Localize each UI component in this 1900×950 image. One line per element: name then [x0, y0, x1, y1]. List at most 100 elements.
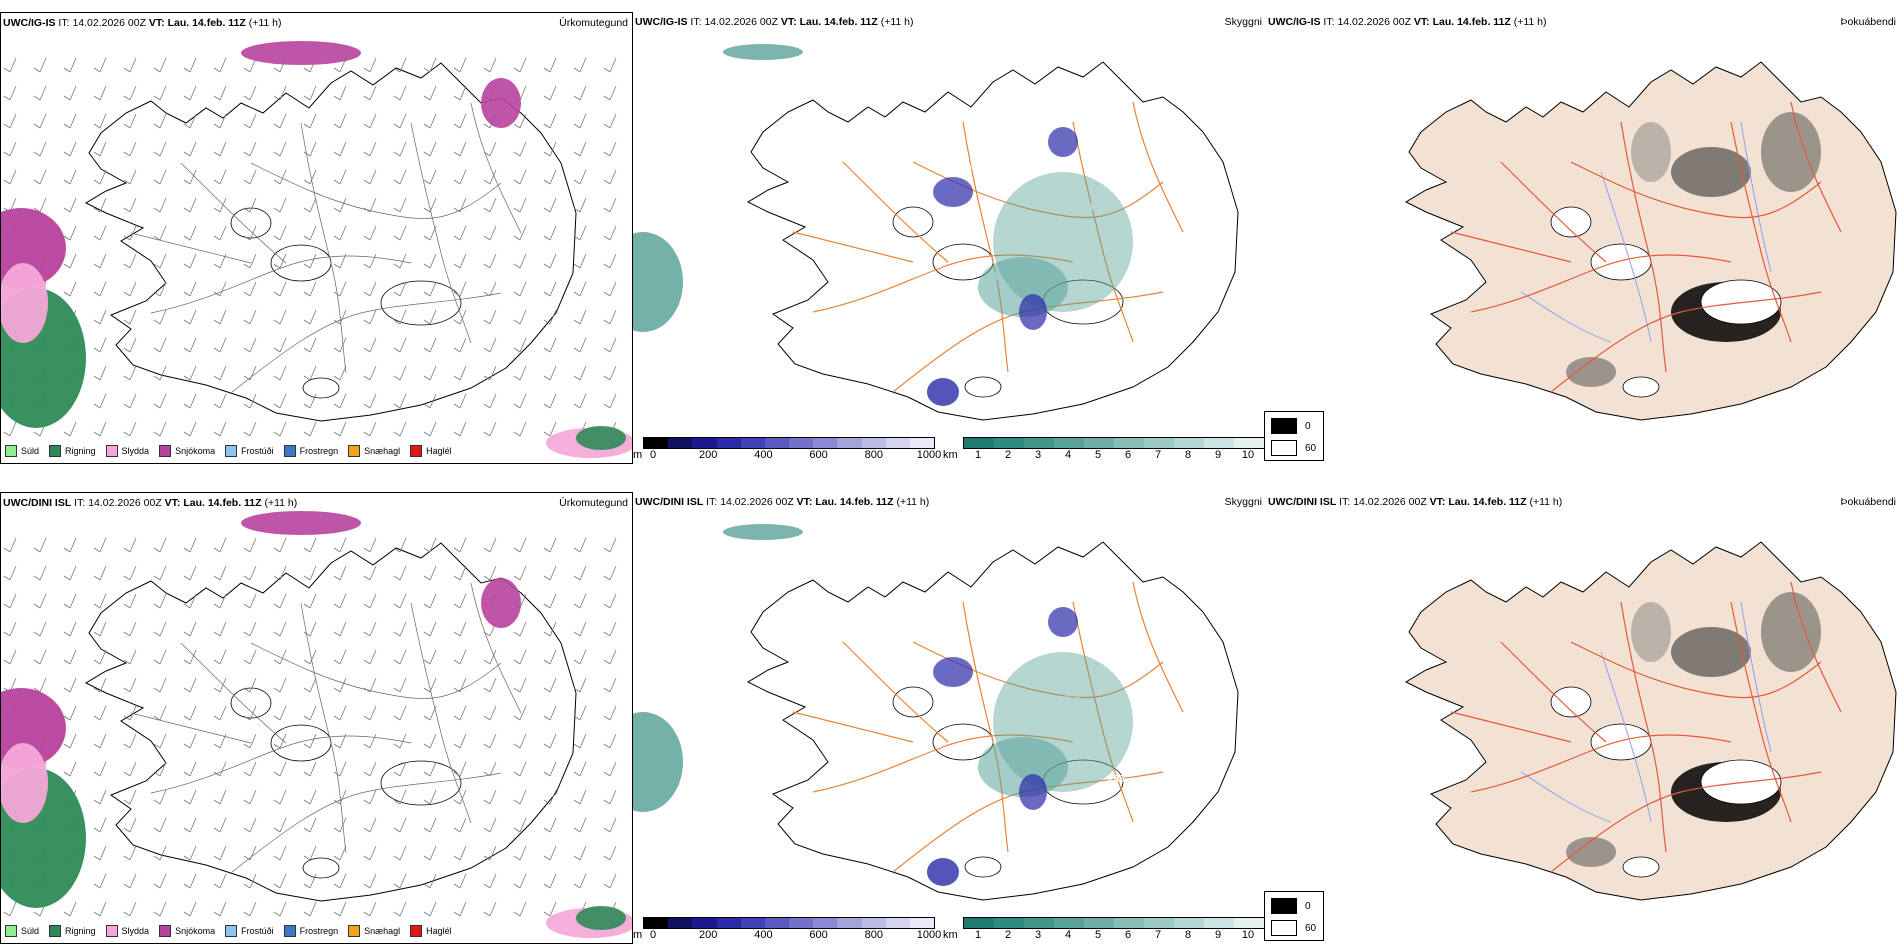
- colorbar-tick: 200: [699, 449, 718, 461]
- wind-barb-tick: [273, 575, 281, 581]
- wind-barb-tick: [543, 687, 551, 693]
- wind-barb-tick: [303, 179, 311, 185]
- iceland-landmass: [746, 541, 1239, 901]
- wind-barb: [249, 901, 257, 917]
- wind-barb: [279, 845, 287, 861]
- wind-barb: [249, 565, 257, 581]
- wind-barb: [429, 733, 437, 749]
- wind-barb: [9, 141, 17, 157]
- glacier: [1590, 723, 1652, 761]
- wind-barb: [219, 621, 227, 637]
- wind-barb-tick: [603, 291, 611, 297]
- wind-barb-tick: [423, 827, 431, 833]
- colorbar-tick: 9: [1214, 449, 1222, 461]
- wind-barb: [339, 253, 347, 269]
- wind-barb-tick: [3, 603, 11, 609]
- wind-barb: [549, 789, 557, 805]
- wind-barb-tick: [243, 799, 251, 805]
- wind-barb: [159, 621, 167, 637]
- wind-barb-tick: [513, 319, 521, 325]
- wind-barb-tick: [393, 67, 401, 73]
- wind-barb: [369, 901, 377, 917]
- wind-barb: [39, 593, 47, 609]
- wind-barb: [429, 901, 437, 917]
- wind-barb-tick: [33, 95, 41, 101]
- wind-barb-tick: [213, 547, 221, 553]
- wind-barb: [39, 621, 47, 637]
- wind-barb-tick: [333, 67, 341, 73]
- colorbar-segment: [644, 918, 669, 928]
- glacier: [1622, 856, 1660, 878]
- wind-barb-tick: [543, 403, 551, 409]
- colorbar-tick: 200: [699, 929, 718, 941]
- wind-barb: [459, 733, 467, 749]
- road: [1550, 291, 1822, 393]
- wind-barb: [189, 593, 197, 609]
- wind-barb: [399, 621, 407, 637]
- wind-barb-tick: [33, 575, 41, 581]
- iceland-fog-map[interactable]: [1266, 12, 1900, 464]
- wind-barb: [189, 169, 197, 185]
- wind-barb-tick: [453, 151, 461, 157]
- wind-barb-tick: [33, 547, 41, 553]
- colorbar-segment: [1024, 438, 1054, 448]
- wind-barb-tick: [603, 123, 611, 129]
- iceland-fog-map[interactable]: [1266, 492, 1900, 944]
- wind-barb: [399, 393, 407, 409]
- wind-barb: [219, 365, 227, 381]
- wind-barb: [309, 677, 317, 693]
- wind-barb-tick: [153, 631, 161, 637]
- wind-barb: [369, 85, 377, 101]
- wind-barb: [69, 197, 77, 213]
- wind-barb-tick: [483, 207, 491, 213]
- wind-barb-tick: [213, 855, 221, 861]
- wind-barb-tick: [93, 151, 101, 157]
- glacier: [230, 207, 272, 239]
- wind-barb: [489, 281, 497, 297]
- wind-barb-tick: [543, 207, 551, 213]
- colorbar-segment: [813, 918, 838, 928]
- wind-barb-tick: [513, 743, 521, 749]
- wind-barb-tick: [423, 207, 431, 213]
- wind-barb: [549, 649, 557, 665]
- legend-label: Haglél: [426, 926, 452, 936]
- wind-barb-tick: [33, 687, 41, 693]
- wind-barb: [609, 309, 617, 325]
- wind-barb: [99, 593, 107, 609]
- wind-barb-tick: [573, 179, 581, 185]
- wind-barb: [399, 253, 407, 269]
- wind-barb-tick: [183, 319, 191, 325]
- rain-area: [576, 426, 626, 450]
- wind-barb-tick: [183, 263, 191, 269]
- wind-barb-tick: [123, 575, 131, 581]
- wind-barb: [549, 85, 557, 101]
- colorbar-segment: [740, 918, 765, 928]
- wind-barb: [459, 113, 467, 129]
- wind-barb-tick: [3, 547, 11, 553]
- iceland-precip-map[interactable]: [1, 493, 633, 944]
- wind-barb-tick: [393, 827, 401, 833]
- wind-barb: [369, 761, 377, 777]
- wind-barb: [189, 901, 197, 917]
- iceland-visibility-map[interactable]: 388139303146739444276458277145162477474: [633, 12, 1266, 464]
- wind-barb-tick: [393, 151, 401, 157]
- wind-barb-tick: [183, 67, 191, 73]
- wind-barb: [249, 141, 257, 157]
- wind-barb: [489, 817, 497, 833]
- wind-barb-tick: [183, 179, 191, 185]
- wind-barb: [129, 225, 137, 241]
- wind-barb-tick: [63, 687, 71, 693]
- wind-barb-tick: [123, 403, 131, 409]
- wind-barb: [459, 225, 467, 241]
- wind-barb-tick: [543, 235, 551, 241]
- wind-barb: [69, 761, 77, 777]
- wind-barb: [429, 169, 437, 185]
- snow-area: [241, 41, 361, 65]
- wind-barb-tick: [423, 95, 431, 101]
- iceland-precip-map[interactable]: [1, 13, 633, 464]
- wind-barb: [459, 845, 467, 861]
- wind-barb: [459, 421, 467, 437]
- wind-barb-tick: [423, 403, 431, 409]
- colorbar-unit: m: [633, 929, 643, 941]
